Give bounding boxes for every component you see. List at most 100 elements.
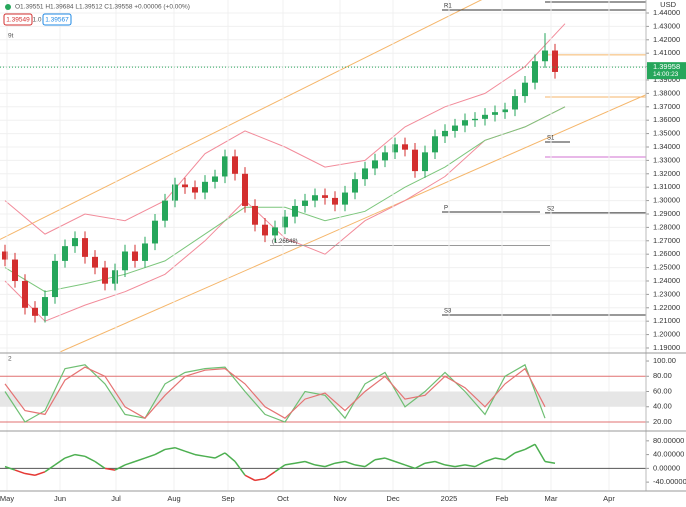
candle-body <box>452 125 458 131</box>
momentum-segment <box>184 450 196 456</box>
level-label: P <box>444 206 448 212</box>
momentum-segment <box>214 452 226 459</box>
x-tick-label: 2025 <box>441 494 458 503</box>
input-mid[interactable]: 1.0 <box>32 17 41 24</box>
candle-body <box>222 156 228 177</box>
candle-body <box>402 144 408 150</box>
candle-body <box>522 82 528 97</box>
plot-area <box>0 0 646 352</box>
level-label: R1 <box>444 4 452 10</box>
candle-body <box>252 205 258 225</box>
countdown-label: 14:00:23 <box>653 71 679 78</box>
candle-body <box>552 50 558 72</box>
candle-body <box>352 179 358 193</box>
input-blue[interactable]: 1.39567 <box>45 17 69 24</box>
y-tick-label: 1.32000 <box>653 169 680 178</box>
y-tick-label: 1.35000 <box>653 129 680 138</box>
candle-body <box>262 224 268 236</box>
band-line <box>4 106 566 293</box>
candle-body <box>72 238 78 247</box>
y-tick-label: 20.00 <box>653 417 672 426</box>
x-tick-label: Dec <box>386 494 400 503</box>
momentum-segment <box>194 453 206 458</box>
momentum-segment <box>74 453 86 458</box>
y-tick-label: -40.00000 <box>653 477 686 486</box>
candle-body <box>412 149 418 172</box>
series-line <box>4 366 546 419</box>
momentum-segment <box>34 471 46 476</box>
y-tick-label: 1.33000 <box>653 155 680 164</box>
y-tick-label: 1.22000 <box>653 303 680 312</box>
momentum-segment <box>264 471 276 480</box>
candle-body <box>162 200 168 221</box>
candle-body <box>132 251 138 261</box>
y-tick-label: 1.39000 <box>653 75 680 84</box>
momentum-segment <box>114 464 126 471</box>
level-label: S3 <box>444 309 452 315</box>
momentum-segment <box>54 457 66 466</box>
y-tick-label: 1.19000 <box>653 343 680 352</box>
momentum-segment <box>374 457 386 461</box>
last-price-tag <box>647 62 686 80</box>
candle-body <box>152 220 158 244</box>
candle-body <box>142 243 148 261</box>
momentum-segment <box>464 464 476 468</box>
y-tick-label: 0.00000 <box>653 463 680 472</box>
momentum-segment <box>204 455 216 459</box>
momentum-segment <box>64 453 76 459</box>
y-tick-label: 80.00000 <box>653 436 684 445</box>
candle-body <box>232 156 238 174</box>
candle-body <box>202 181 208 193</box>
momentum-segment <box>234 461 246 476</box>
band-line <box>4 106 566 322</box>
candle-body <box>462 120 468 126</box>
level-label: S2 <box>547 206 555 212</box>
level-label: R2 <box>547 0 555 2</box>
y-tick-label: 40.00000 <box>653 450 684 459</box>
y-tick-label: 1.23000 <box>653 289 680 298</box>
momentum-segment <box>44 464 56 473</box>
x-tick-label: Feb <box>496 494 509 503</box>
x-tick-label: Jun <box>54 494 66 503</box>
momentum-segment <box>484 457 496 463</box>
candle-body <box>342 192 348 205</box>
trendline <box>0 0 483 240</box>
candle-body <box>422 152 428 172</box>
candle-body <box>242 173 248 206</box>
candle-body <box>62 246 68 261</box>
x-tick-label: Sep <box>221 494 234 503</box>
candle-body <box>362 168 368 180</box>
momentum-segment <box>414 462 426 470</box>
momentum-segment <box>344 460 356 466</box>
momentum-segment <box>14 469 26 475</box>
momentum-segment <box>284 462 296 466</box>
candle-body <box>392 144 398 153</box>
candle-body <box>52 260 58 298</box>
y-tick-label: 1.21000 <box>653 316 680 325</box>
status-dot <box>5 4 11 10</box>
momentum-segment <box>544 460 556 464</box>
momentum-segment <box>84 455 96 463</box>
y-tick-label: 1.20000 <box>653 330 680 339</box>
currency: USD <box>660 0 676 9</box>
input-red[interactable]: 1.39549 <box>6 17 30 24</box>
x-tick-label: Apr <box>603 494 615 503</box>
momentum-segment <box>124 460 136 466</box>
momentum-segment <box>474 460 486 468</box>
y-tick-label: 1.43000 <box>653 21 680 30</box>
input-box[interactable] <box>3 13 33 26</box>
candle-body <box>32 307 38 316</box>
momentum-segment <box>304 460 316 466</box>
candle-body <box>432 136 438 153</box>
x-tick-label: Mar <box>545 494 558 503</box>
momentum-segment <box>164 446 176 451</box>
momentum-segment <box>394 460 406 466</box>
level-label: S1 <box>547 136 555 142</box>
y-tick-label: 1.44000 <box>653 8 680 17</box>
input-box[interactable] <box>42 13 72 26</box>
trendline <box>59 94 646 352</box>
momentum-segment <box>294 460 306 464</box>
y-tick-label: 1.27000 <box>653 236 680 245</box>
momentum-segment <box>154 448 166 456</box>
